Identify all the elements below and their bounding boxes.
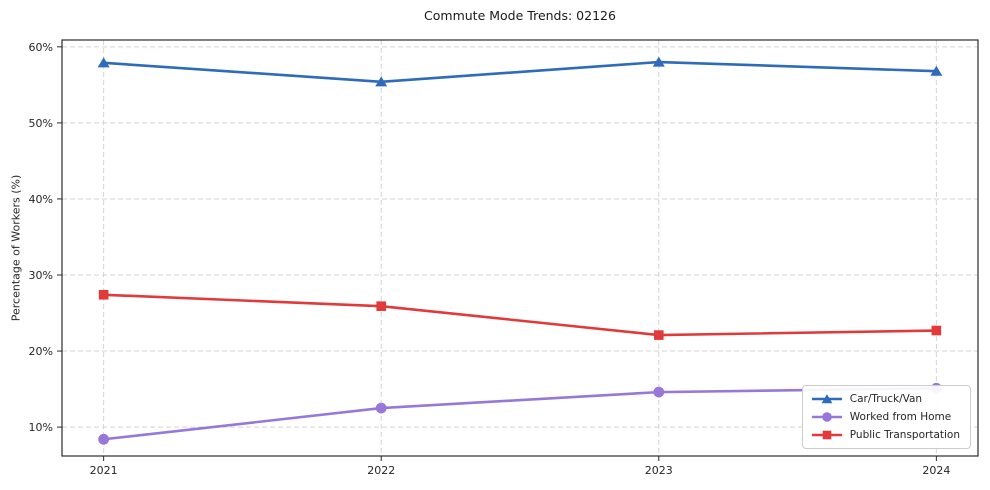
series-marker-worked-from-home <box>98 433 110 445</box>
series-marker-public-transportation <box>98 289 109 300</box>
series-marker-public-transportation <box>653 330 664 340</box>
series-marker-worked-from-home <box>375 402 387 414</box>
y-tick-label: 10% <box>29 421 53 434</box>
legend-marker-circle-icon <box>811 412 842 422</box>
legend-label: Worked from Home <box>849 411 952 423</box>
legend-marker-square-icon <box>811 430 842 440</box>
legend-item-public-transportation: Public Transportation <box>811 428 960 442</box>
legend-label: Car/Truck/Van <box>849 393 923 405</box>
legend-item-worked-from-home: Worked from Home <box>811 410 960 424</box>
series-marker-worked-from-home <box>653 386 665 398</box>
series-marker-public-transportation <box>931 325 942 336</box>
chart-title: Commute Mode Trends: 02126 <box>424 8 616 23</box>
series-line-worked-from-home <box>102 387 938 441</box>
legend-item-car-truck-van: Car/Truck/Van <box>811 392 960 406</box>
series-marker-car-truck-van <box>375 76 388 87</box>
y-tick-label: 40% <box>29 193 53 206</box>
series-marker-car-truck-van <box>930 65 943 76</box>
x-tick-label: 2024 <box>922 464 950 477</box>
series-marker-car-truck-van <box>97 57 110 68</box>
x-tick-label: 2021 <box>90 464 118 477</box>
y-tick-label: 30% <box>29 269 53 282</box>
legend-label: Public Transportation <box>849 429 960 441</box>
series-line-car-truck-van <box>102 60 938 84</box>
x-tick-label: 2022 <box>367 464 395 477</box>
series-line-public-transportation <box>102 293 938 337</box>
y-tick-label: 20% <box>29 345 53 358</box>
series-marker-car-truck-van <box>652 56 665 67</box>
legend-marker-triangle-icon <box>811 394 842 404</box>
x-tick-label: 2023 <box>645 464 673 477</box>
series-marker-public-transportation <box>376 301 387 311</box>
y-tick-label: 50% <box>29 117 53 130</box>
plot-border <box>61 39 979 457</box>
y-tick-label: 60% <box>29 41 53 54</box>
legend: Car/Truck/Van Worked from Home Public Tran… <box>801 385 971 449</box>
